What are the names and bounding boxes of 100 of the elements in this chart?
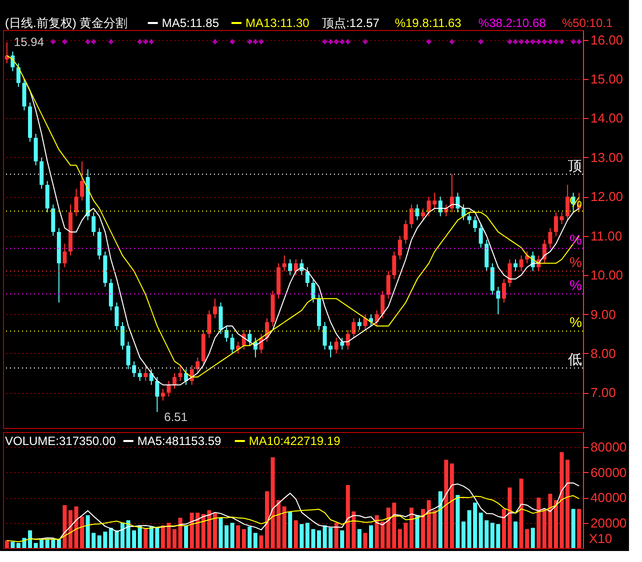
- candlestick: [108, 278, 113, 311]
- annotation: 15.94: [14, 35, 44, 50]
- candlestick: [34, 133, 38, 166]
- candlestick: [542, 239, 546, 264]
- candlestick: [166, 380, 171, 398]
- bar: [56, 539, 61, 548]
- bar: [172, 529, 177, 548]
- candlestick: [114, 302, 119, 330]
- bar: [415, 515, 420, 548]
- bar: [144, 529, 148, 548]
- candlestick: [207, 310, 212, 338]
- bar: [450, 464, 454, 548]
- bar: [68, 510, 72, 548]
- candlestick: [352, 318, 356, 338]
- candlestick: [22, 78, 26, 111]
- candlestick: [74, 188, 78, 217]
- bar: [264, 491, 269, 548]
- candlestick: [178, 364, 182, 382]
- candlestick: [155, 376, 160, 412]
- line-series: [30, 482, 580, 540]
- candlestick: [172, 372, 177, 390]
- candlestick: [409, 204, 414, 229]
- candlestick: [496, 286, 500, 315]
- bar: [462, 522, 466, 548]
- candlestick: [149, 368, 154, 386]
- chart-title: VOLUME:317350.00: [5, 434, 116, 448]
- candlestick: [566, 184, 570, 221]
- y-tick-label: 60000: [590, 464, 627, 480]
- candlestick: [415, 204, 420, 221]
- bar: [248, 526, 252, 548]
- y-tick-label: 8.00: [590, 346, 616, 361]
- ref-line-label: 顶: [568, 157, 582, 174]
- text: %38.2:10.68: [478, 16, 546, 30]
- bar: [242, 529, 246, 548]
- bar: [317, 530, 322, 548]
- candlestick: [16, 62, 20, 88]
- bar: [514, 522, 518, 548]
- y-tick-label: 14.00: [590, 110, 624, 126]
- candlestick: [554, 212, 558, 236]
- bar: [28, 530, 32, 548]
- candlestick: [160, 388, 165, 402]
- candlestick: [328, 341, 333, 358]
- candlestick: [548, 228, 552, 248]
- y-tick-label: 80000: [590, 440, 627, 455]
- candlestick: [322, 322, 327, 350]
- candlestick: [45, 180, 50, 213]
- candlestick: [224, 326, 229, 342]
- candlestick: [196, 356, 200, 374]
- chart-title: (日线.前复权) 黄金分割: [5, 16, 128, 30]
- legend-label: MA5:481153.59: [137, 434, 222, 448]
- y-tick-label: 7.00: [590, 385, 616, 400]
- y-tick-label: 13.00: [590, 150, 624, 165]
- text: %50:10.1: [562, 16, 613, 30]
- candlestick: [340, 337, 344, 350]
- bar: [300, 524, 304, 548]
- ref-line-label: %: [570, 314, 582, 330]
- bar: [236, 525, 240, 548]
- candlestick: [138, 368, 142, 382]
- text: X10: [589, 531, 612, 546]
- y-tick-label: 16.00: [590, 32, 624, 48]
- candlestick: [334, 337, 338, 354]
- candlestick: [288, 258, 292, 276]
- y-tick-label: 9.00: [590, 306, 616, 322]
- bar: [554, 500, 558, 548]
- candlestick: [363, 314, 368, 330]
- bar: [438, 491, 442, 548]
- bar: [62, 505, 67, 548]
- legend-label: MA5:11.85: [162, 16, 220, 30]
- bar: [230, 522, 234, 548]
- bar: [444, 460, 448, 548]
- candlestick: [398, 235, 402, 260]
- candlestick: [473, 216, 478, 232]
- bar: [363, 532, 368, 548]
- bar: [456, 495, 460, 548]
- legend-label: MA13:11.30: [245, 16, 310, 30]
- candlestick: [380, 290, 385, 319]
- candlestick: [502, 278, 506, 304]
- bar: [334, 522, 338, 548]
- legend-label: MA10:422719.19: [248, 434, 341, 448]
- bar: [294, 520, 298, 548]
- annotation: 6.51: [164, 410, 188, 424]
- y-tick-label: 15.00: [590, 72, 624, 87]
- bar: [340, 530, 344, 548]
- candlestick: [357, 318, 362, 330]
- text: 顶点:12.57: [322, 16, 380, 30]
- bar: [288, 511, 292, 548]
- bar: [10, 542, 15, 548]
- ref-line-label: %: [570, 254, 582, 270]
- bar: [369, 525, 374, 548]
- line-series: [6, 495, 580, 542]
- candlestick: [305, 266, 310, 288]
- candlestick: [92, 212, 96, 236]
- candlestick: [490, 262, 494, 296]
- candlestick: [484, 239, 489, 272]
- candlestick: [144, 364, 148, 382]
- bar: [530, 528, 535, 548]
- bar: [138, 525, 142, 548]
- candlestick: [80, 160, 84, 202]
- bar: [120, 522, 124, 548]
- bar: [178, 518, 182, 548]
